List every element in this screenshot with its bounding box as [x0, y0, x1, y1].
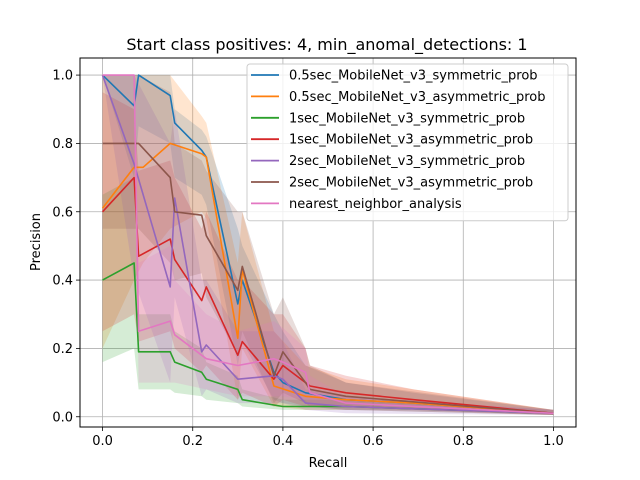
x-tick-label: 0.2: [182, 434, 203, 449]
legend-label: 1sec_MobileNet_v3_asymmetric_prob: [289, 133, 533, 148]
series-line-0: [101, 74, 554, 415]
series-lines: [101, 74, 554, 415]
confidence-band-6: [102, 75, 554, 415]
confidence-band-1: [102, 75, 554, 415]
series-line-3: [101, 176, 554, 415]
series-line-6: [102, 74, 554, 415]
x-tick-label: 0.6: [363, 434, 384, 449]
x-tick-label: 1.0: [543, 434, 564, 449]
y-axis-label: Precision: [29, 213, 44, 271]
y-tick-label: 1.0: [52, 69, 73, 84]
legend-label: 2sec_MobileNet_v3_asymmetric_prob: [289, 176, 533, 191]
confidence-band-4: [102, 75, 554, 415]
series-line-2: [102, 262, 554, 415]
legend-label: nearest_neighbor_analysis: [289, 197, 462, 212]
x-tick-label: 0.0: [92, 434, 113, 449]
x-axis-label: Recall: [309, 456, 348, 471]
y-tick-label: 0.8: [52, 137, 73, 152]
legend-label: 0.5sec_MobileNet_v3_asymmetric_prob: [289, 90, 546, 105]
y-tick-label: 0.6: [52, 205, 73, 220]
y-tick-label: 0.2: [52, 342, 73, 357]
confidence-band-5: [102, 75, 554, 415]
x-axis-ticks: 0.0 0.2 0.4 0.6 0.8 1.0: [92, 427, 564, 449]
y-tick-label: 0.0: [52, 410, 73, 425]
y-axis-ticks: 0.0 0.2 0.4 0.6 0.8 1.0: [52, 69, 80, 425]
legend-label: 2sec_MobileNet_v3_symmetric_prob: [289, 154, 525, 169]
legend-box: [246, 63, 569, 222]
x-tick-label: 0.4: [273, 434, 294, 449]
confidence-band-3: [102, 92, 554, 415]
chart-title: Start class positives: 4, min_anomal_det…: [126, 35, 527, 55]
plot-frame: [79, 57, 577, 428]
legend: 0.5sec_MobileNet_v3_symmetric_prob 0.5sec…: [246, 63, 569, 222]
series-line-1: [101, 142, 554, 415]
legend-label: 0.5sec_MobileNet_v3_symmetric_prob: [289, 69, 538, 84]
y-tick-label: 0.4: [52, 274, 73, 289]
x-tick-label: 0.8: [453, 434, 474, 449]
confidence-bands: [102, 75, 554, 415]
confidence-band-0: [102, 75, 554, 415]
legend-label: 1sec_MobileNet_v3_symmetric_prob: [289, 111, 525, 126]
